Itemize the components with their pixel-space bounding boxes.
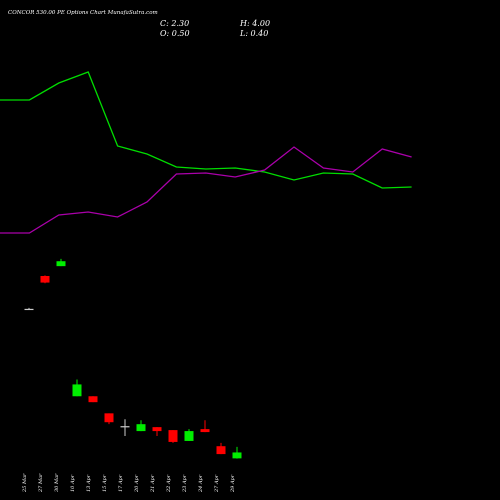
candle-body xyxy=(232,452,242,459)
x-tick-label: 22 Apr xyxy=(166,474,172,493)
candle-body xyxy=(24,308,34,311)
x-tick-label: 30 Mar xyxy=(54,473,60,492)
x-tick-label: 21 Apr xyxy=(150,474,156,493)
candle-body xyxy=(216,446,226,455)
candle-body xyxy=(120,426,130,428)
ohlc-label: C: 2.30 xyxy=(160,19,189,28)
ohlc-label: H: 4.00 xyxy=(239,19,270,28)
candle-body xyxy=(152,427,162,432)
candle-body xyxy=(200,429,210,433)
candle-body xyxy=(72,384,82,397)
candle-body xyxy=(56,261,66,267)
ohlc-label: O: 0.50 xyxy=(160,29,190,38)
x-tick-label: 27 Mar xyxy=(38,473,44,493)
x-tick-label: 24 Apr xyxy=(198,474,204,493)
x-tick-label: 10 Apr xyxy=(70,474,76,492)
x-tick-label: 20 Apr xyxy=(134,474,140,493)
ohlc-label: L: 0.40 xyxy=(239,29,268,38)
x-tick-label: 13 Apr xyxy=(86,474,92,492)
x-tick-label: 29 Apr xyxy=(230,474,236,493)
x-tick-label: 27 Apr xyxy=(214,474,220,493)
x-tick-label: 23 Apr xyxy=(182,474,188,493)
candle-body xyxy=(88,396,98,403)
chart-title: CONCOR 530.00 PE Options Chart MunafaSut… xyxy=(8,10,158,16)
x-tick-label: 17 Apr xyxy=(118,474,124,492)
candle-body xyxy=(184,431,194,441)
indicator-line xyxy=(0,146,412,234)
x-tick-label: 25 Mar xyxy=(22,473,28,493)
candle-body xyxy=(136,424,146,432)
candle-body xyxy=(40,276,50,283)
candle-body xyxy=(168,430,178,442)
x-tick-label: 15 Apr xyxy=(102,474,108,492)
candle-body xyxy=(104,413,114,423)
indicator-line xyxy=(0,71,412,189)
